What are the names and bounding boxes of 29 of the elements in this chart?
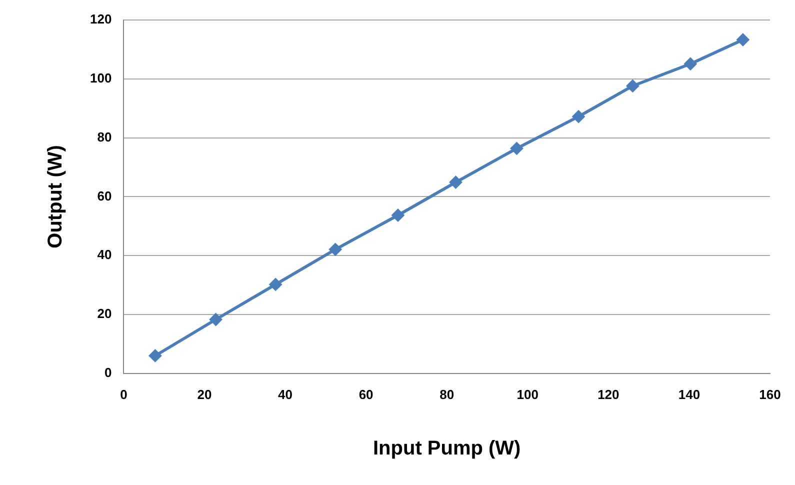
y-tick-label: 60 bbox=[97, 188, 112, 204]
y-tick-label: 120 bbox=[90, 12, 112, 27]
point bbox=[572, 110, 586, 124]
x-tick-label: 20 bbox=[197, 386, 212, 402]
point bbox=[209, 313, 222, 326]
y-tick-label: 100 bbox=[90, 70, 112, 86]
point bbox=[510, 142, 524, 155]
x-tick-label: 60 bbox=[358, 386, 374, 402]
y-tick-label: 80 bbox=[97, 129, 112, 144]
point bbox=[449, 176, 462, 189]
x-tick-label: 40 bbox=[278, 386, 292, 402]
x-tick-label: 0 bbox=[120, 386, 128, 402]
x-tick-label: 140 bbox=[678, 386, 700, 402]
y-tick-label: 20 bbox=[97, 306, 112, 322]
point bbox=[736, 33, 750, 46]
point bbox=[269, 278, 282, 291]
point bbox=[148, 349, 162, 362]
point bbox=[328, 242, 342, 256]
x-tick-label: 160 bbox=[759, 386, 781, 402]
point bbox=[626, 79, 640, 92]
y-axis-title: Output (W) bbox=[44, 145, 67, 248]
x-tick-label: 120 bbox=[598, 386, 620, 402]
point bbox=[391, 208, 404, 222]
y-tick-label: 0 bbox=[104, 364, 112, 380]
point bbox=[684, 57, 697, 70]
y-tick-label: 40 bbox=[97, 247, 112, 262]
x-tick-label: 80 bbox=[440, 386, 454, 402]
x-tick-label: 100 bbox=[516, 386, 538, 402]
x-axis-title: Input Pump (W) bbox=[372, 438, 521, 460]
